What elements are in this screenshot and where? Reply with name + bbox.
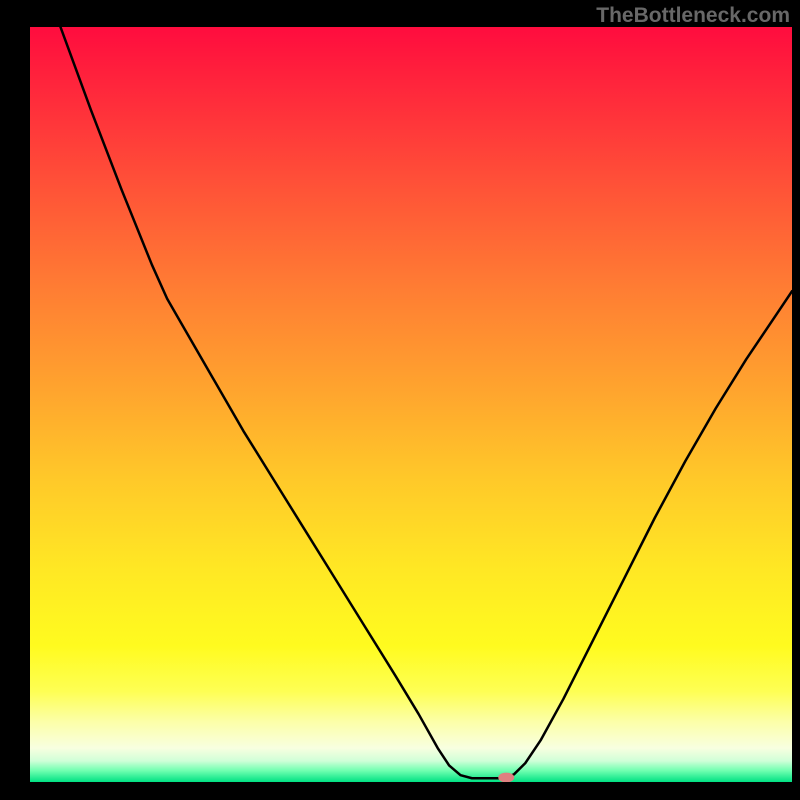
chart-area bbox=[30, 27, 792, 782]
chart-svg bbox=[30, 27, 792, 782]
gradient-background bbox=[30, 27, 792, 782]
sweet-spot-marker bbox=[498, 773, 514, 782]
watermark-text: TheBottleneck.com bbox=[596, 4, 790, 28]
